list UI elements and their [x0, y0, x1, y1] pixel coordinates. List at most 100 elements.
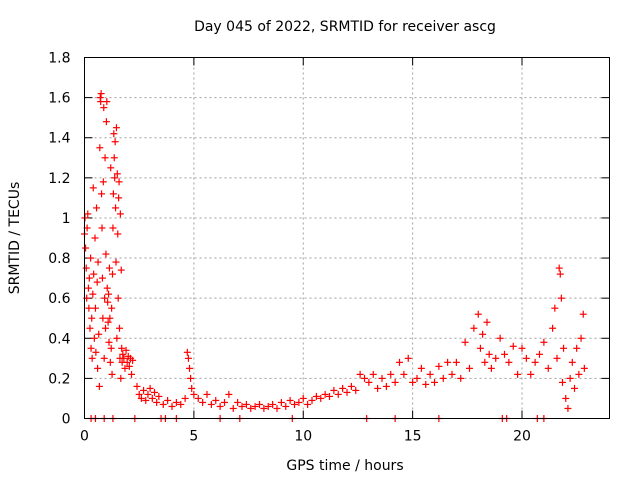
- data-point: [558, 378, 566, 386]
- data-point: [564, 404, 572, 412]
- data-point: [387, 370, 395, 378]
- data-point: [286, 396, 294, 404]
- x-tick-label: 5: [189, 429, 198, 445]
- x-tick-label: 10: [294, 429, 312, 445]
- data-point: [188, 384, 196, 392]
- data-point: [579, 310, 587, 318]
- data-point: [487, 364, 495, 372]
- data-point: [105, 290, 113, 298]
- data-point: [369, 370, 377, 378]
- data-point: [109, 224, 117, 232]
- data-point: [117, 266, 125, 274]
- data-point: [540, 338, 548, 346]
- data-point: [90, 334, 98, 342]
- x-tick-label: 0: [80, 429, 89, 445]
- data-point: [112, 124, 120, 132]
- data-point: [105, 264, 113, 272]
- data-point: [100, 354, 108, 362]
- data-point: [291, 400, 298, 408]
- data-point: [115, 194, 123, 202]
- data-point: [111, 174, 119, 182]
- data-point: [93, 278, 101, 286]
- data-point: [571, 384, 578, 392]
- data-point: [514, 370, 522, 378]
- data-point: [106, 358, 114, 366]
- data-point: [109, 190, 117, 198]
- axis-ticks: [84, 57, 610, 419]
- data-point: [91, 304, 99, 312]
- data-point: [97, 90, 105, 98]
- data-point: [334, 390, 342, 398]
- data-point: [104, 298, 112, 306]
- data-point: [119, 350, 127, 358]
- data-point: [242, 400, 250, 408]
- data-point: [400, 370, 408, 378]
- data-point: [549, 324, 557, 332]
- data-point: [496, 334, 504, 342]
- data-point: [107, 164, 115, 172]
- data-point: [98, 224, 106, 232]
- data-point: [466, 364, 473, 372]
- data-point: [102, 324, 109, 332]
- data-point: [142, 396, 150, 404]
- data-point: [118, 344, 126, 352]
- data-point: [168, 402, 176, 410]
- data-point: [557, 294, 565, 302]
- data-point: [102, 118, 110, 126]
- x-tick-label: 15: [404, 429, 422, 445]
- data-point: [439, 374, 447, 382]
- data-point: [203, 390, 211, 398]
- data-point: [110, 130, 118, 138]
- data-point: [566, 374, 574, 382]
- data-point: [304, 400, 312, 408]
- data-point: [551, 304, 559, 312]
- data-point: [108, 370, 116, 378]
- data-point: [122, 346, 130, 354]
- data-point: [95, 382, 103, 390]
- data-point: [422, 380, 430, 388]
- data-point: [317, 394, 325, 402]
- data-point: [140, 386, 148, 394]
- data-point: [417, 364, 425, 372]
- data-point: [101, 154, 109, 162]
- data-point: [97, 98, 105, 106]
- data-point: [105, 338, 113, 346]
- data-point: [116, 324, 123, 332]
- y-tick-label: 1.8: [48, 51, 70, 67]
- data-point: [102, 250, 110, 258]
- data-point: [144, 390, 152, 398]
- data-point: [536, 350, 543, 358]
- data-point: [125, 362, 133, 370]
- y-tick-label: 1: [62, 211, 71, 227]
- data-point: [91, 234, 99, 242]
- y-axis-label: SRMTID / TECUs: [7, 182, 23, 295]
- data-point: [343, 388, 351, 396]
- data-point: [531, 358, 539, 366]
- data-point: [229, 404, 237, 412]
- data-point: [89, 184, 97, 192]
- data-point: [113, 170, 121, 178]
- data-point: [556, 270, 564, 278]
- data-point: [207, 400, 215, 408]
- data-point: [479, 330, 487, 338]
- data-point: [194, 394, 202, 402]
- data-point: [110, 154, 118, 162]
- data-point: [225, 390, 233, 398]
- data-point: [103, 98, 111, 106]
- data-point: [199, 398, 207, 406]
- data-point: [88, 354, 96, 362]
- data-point: [177, 400, 185, 408]
- data-point: [99, 178, 107, 186]
- data-point: [396, 358, 403, 366]
- data-point: [404, 354, 412, 362]
- data-point: [94, 364, 102, 372]
- data-point: [452, 358, 460, 366]
- data-point: [518, 344, 526, 352]
- data-point: [273, 404, 281, 412]
- data-point: [90, 270, 98, 278]
- data-point: [116, 210, 124, 218]
- data-point: [295, 398, 303, 406]
- y-tick-label: 0.6: [48, 291, 70, 307]
- data-point: [544, 364, 552, 372]
- data-point: [109, 270, 116, 278]
